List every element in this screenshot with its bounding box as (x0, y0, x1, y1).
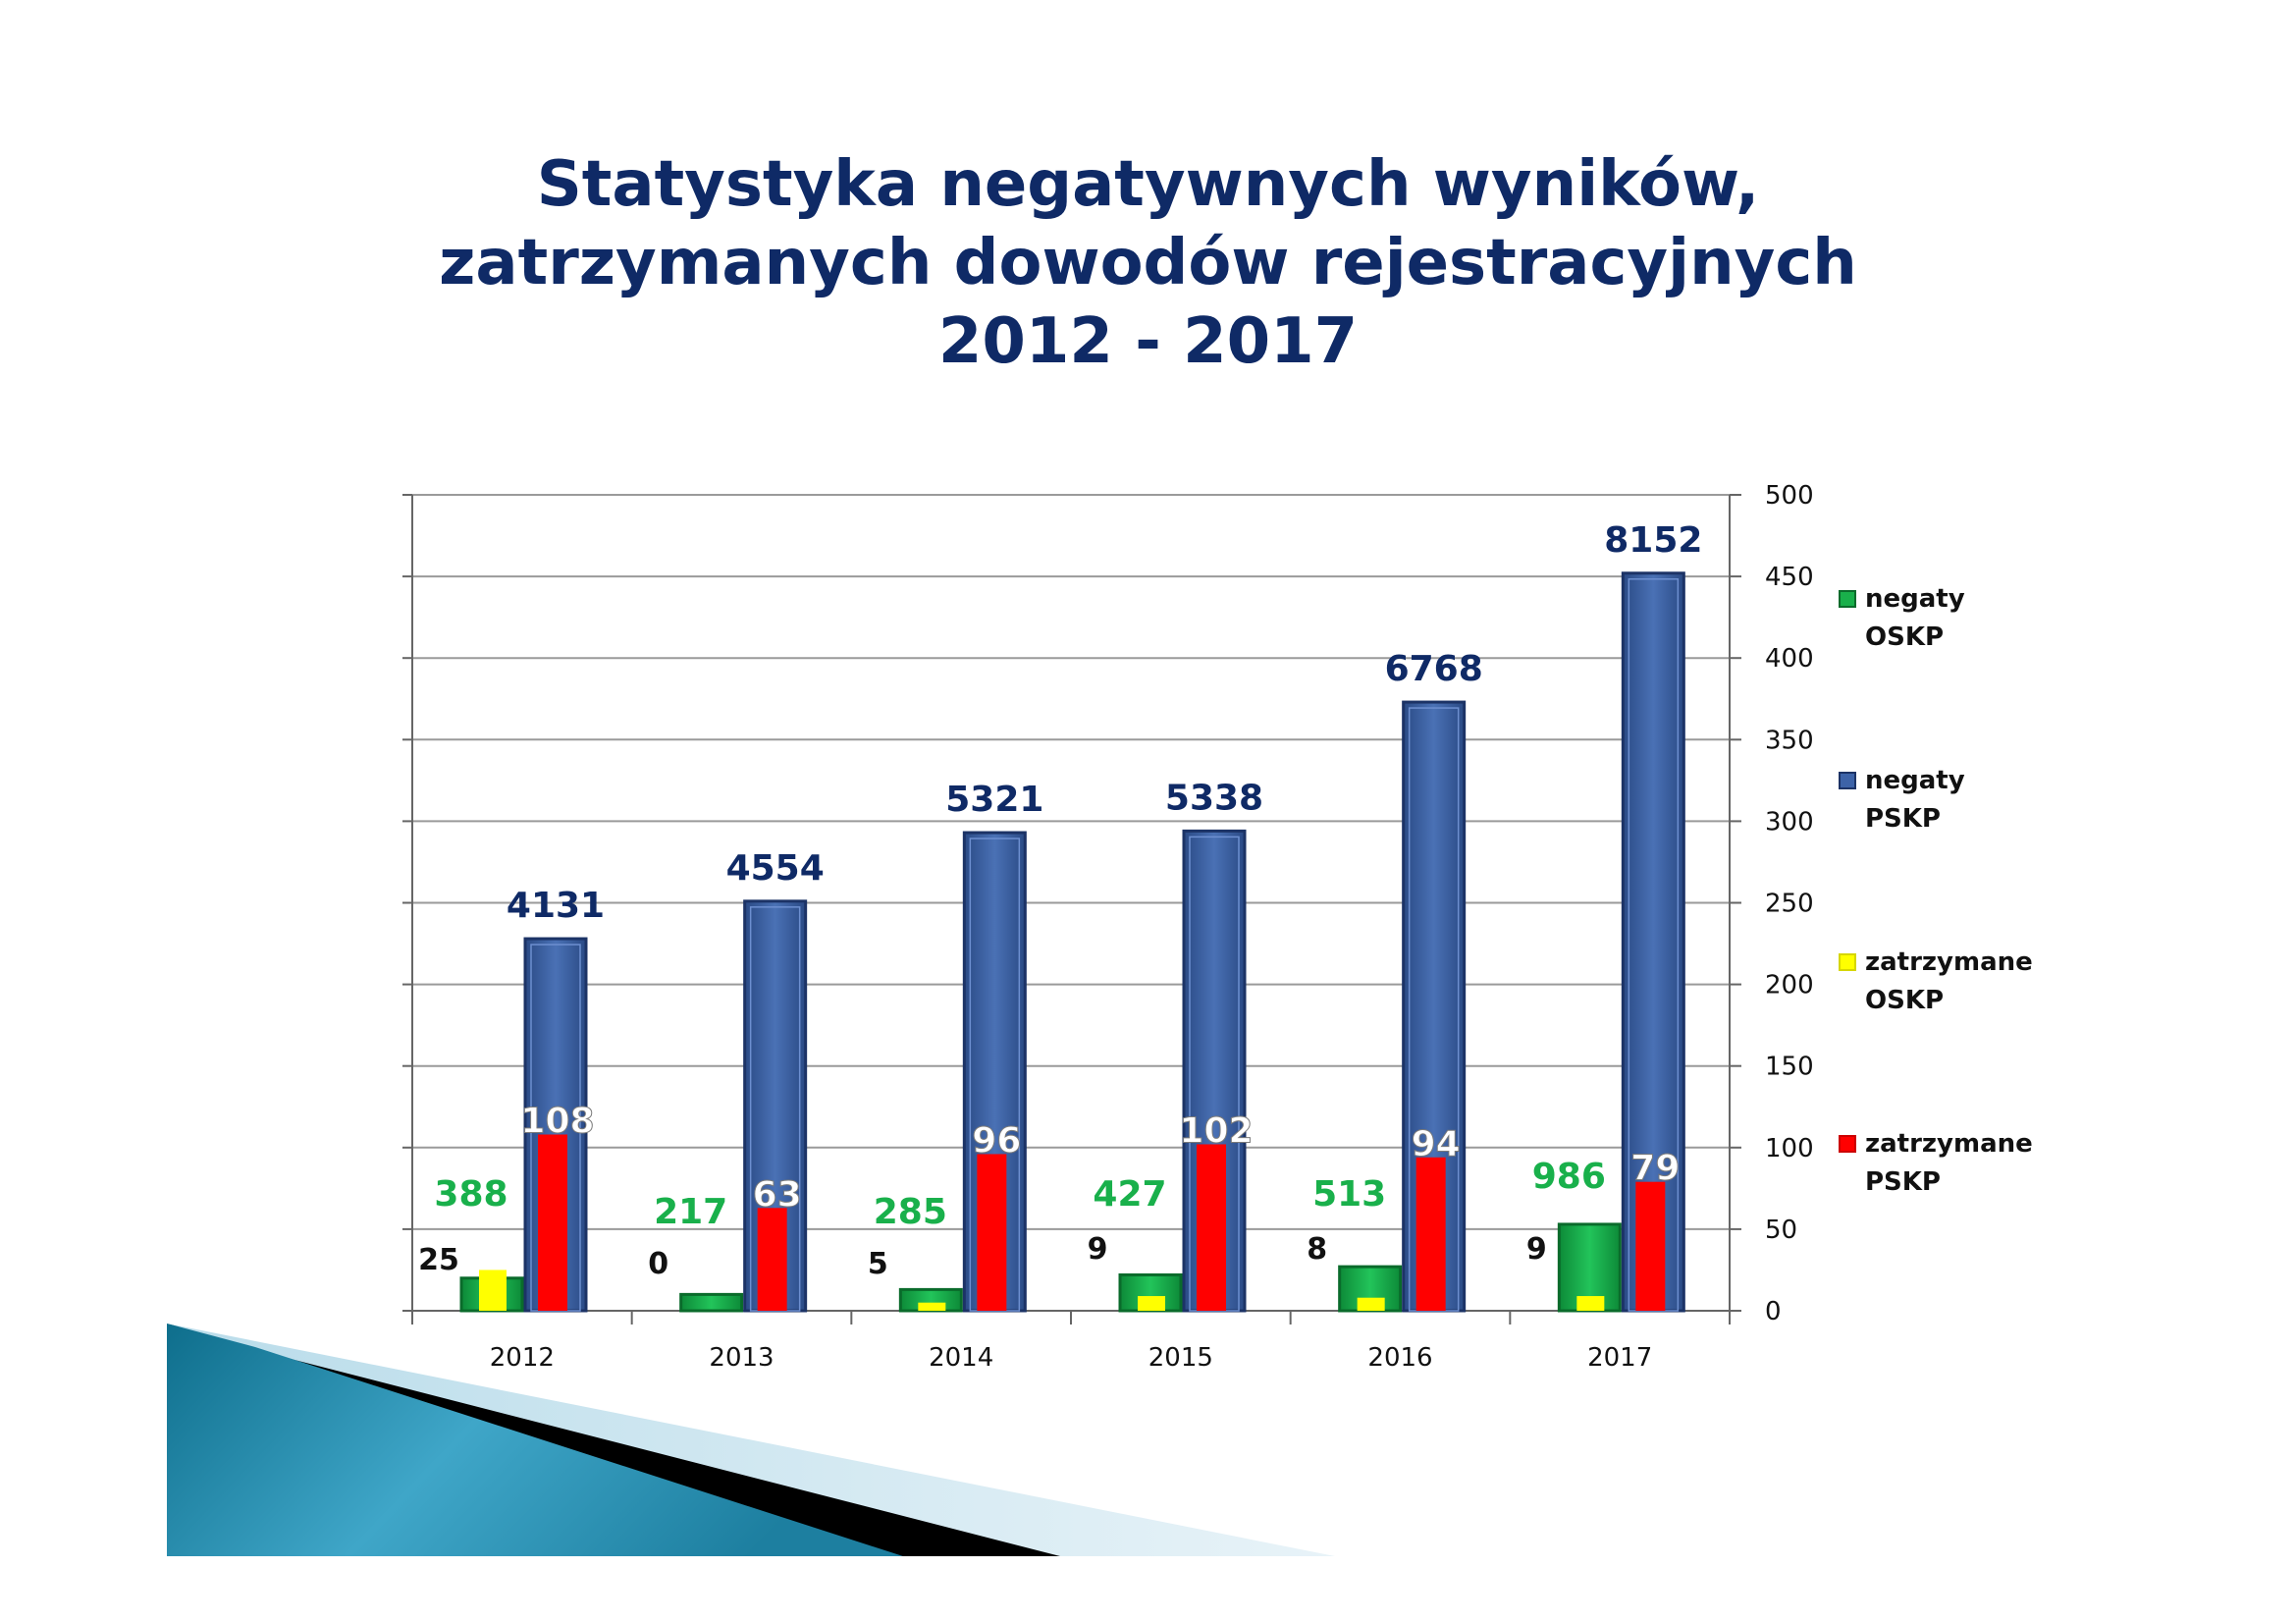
title-line-1: Statystyka negatywnych wyników, (536, 148, 1760, 221)
swoosh-blue-shape (167, 1324, 903, 1556)
y-tick-label: 200 (1765, 971, 1814, 1000)
label-zatrzymane-pskp: 79 (1630, 1149, 1680, 1189)
y-tick-label: 50 (1765, 1216, 1797, 1245)
legend-swatch (1839, 590, 1856, 608)
legend-label: OSKP (1865, 986, 1944, 1015)
y-tick-label: 450 (1765, 563, 1814, 592)
label-negaty-oskp: 388 (434, 1174, 507, 1215)
x-tick-label: 2014 (929, 1343, 993, 1373)
legend-label: negaty (1865, 766, 1965, 795)
label-zatrzymane-oskp: 5 (868, 1247, 888, 1281)
bar-zatrzymane-oskp (479, 1270, 507, 1311)
y-tick-label: 350 (1765, 726, 1814, 755)
bar-zatrzymane-pskp (1635, 1181, 1666, 1311)
bars (459, 571, 1685, 1313)
bar-zatrzymane-pskp (977, 1154, 1007, 1311)
title-line-2: zatrzymanych dowodów rejestracyjnych (439, 227, 1857, 299)
legend-label: zatrzymane (1865, 1129, 2033, 1159)
bar-zatrzymane-oskp (1357, 1297, 1385, 1311)
data-labels: 4131 388 25 108 4554 217 0 63 5321 285 5 96 5338 427 9… (418, 520, 1702, 1281)
label-negaty-oskp: 285 (874, 1192, 947, 1232)
label-negaty-oskp: 986 (1532, 1157, 1606, 1197)
x-tick-label: 2015 (1148, 1343, 1213, 1373)
y-tick-label: 400 (1765, 644, 1814, 674)
bar-negaty-oskp (679, 1292, 744, 1313)
y-tick-label: 300 (1765, 807, 1814, 837)
label-zatrzymane-oskp: 25 (418, 1243, 459, 1277)
bar-zatrzymane-pskp (1197, 1144, 1226, 1311)
label-zatrzymane-oskp: 8 (1307, 1232, 1327, 1267)
legend-label: negaty (1865, 584, 1965, 614)
y-tick-label: 500 (1765, 481, 1814, 511)
label-negaty-pskp: 5338 (1165, 778, 1263, 818)
label-negaty-pskp: 6768 (1385, 649, 1483, 689)
page-title: Statystyka negatywnych wyników, zatrzyma… (0, 145, 2296, 381)
legend-label: PSKP (1865, 804, 1941, 834)
bar-zatrzymane-pskp (538, 1134, 567, 1311)
y-tick-label: 0 (1765, 1297, 1782, 1326)
label-negaty-oskp: 513 (1312, 1174, 1386, 1215)
title-line-3: 2012 - 2017 (937, 305, 1359, 378)
legend-swatch (1839, 953, 1856, 971)
label-negaty-oskp: 427 (1093, 1174, 1166, 1215)
label-zatrzymane-pskp: 63 (753, 1174, 802, 1215)
bar-zatrzymane-oskp (918, 1302, 946, 1311)
label-zatrzymane-pskp: 96 (972, 1120, 1021, 1161)
label-zatrzymane-oskp: 9 (1526, 1232, 1547, 1267)
decorative-swoosh (167, 1324, 1335, 1556)
bar-zatrzymane-oskp (1138, 1296, 1165, 1311)
legend-swatch (1839, 772, 1856, 789)
label-negaty-pskp: 5321 (945, 780, 1043, 820)
legend-label: zatrzymane (1865, 947, 2033, 977)
x-tick-label: 2013 (709, 1343, 774, 1373)
bar-zatrzymane-pskp (1415, 1157, 1446, 1311)
legend-label: PSKP (1865, 1167, 1941, 1197)
label-zatrzymane-pskp: 94 (1412, 1124, 1461, 1164)
legend: negaty OSKP negaty PSKP zatrzymane OSKP zatrzy… (1839, 584, 2033, 1197)
bar-zatrzymane-oskp (1576, 1296, 1605, 1311)
label-zatrzymane-pskp: 108 (520, 1102, 594, 1142)
y-tick-label: 100 (1765, 1134, 1814, 1163)
label-zatrzymane-pskp: 102 (1179, 1110, 1253, 1151)
label-negaty-oskp: 217 (654, 1192, 727, 1232)
y-tick-label: 150 (1765, 1053, 1814, 1082)
x-tick-label: 2017 (1587, 1343, 1652, 1373)
bar-zatrzymane-pskp (757, 1208, 787, 1311)
x-tick-label: 2016 (1367, 1343, 1432, 1373)
y-tick-label: 250 (1765, 890, 1814, 919)
label-negaty-pskp: 4131 (507, 886, 605, 926)
label-zatrzymane-oskp: 9 (1088, 1232, 1108, 1267)
label-negaty-pskp: 8152 (1604, 520, 1702, 561)
label-zatrzymane-oskp: 0 (648, 1247, 668, 1281)
legend-swatch (1839, 1135, 1856, 1153)
label-negaty-pskp: 4554 (726, 848, 825, 889)
legend-label: OSKP (1865, 622, 1944, 652)
x-tick-label: 2012 (490, 1343, 555, 1373)
